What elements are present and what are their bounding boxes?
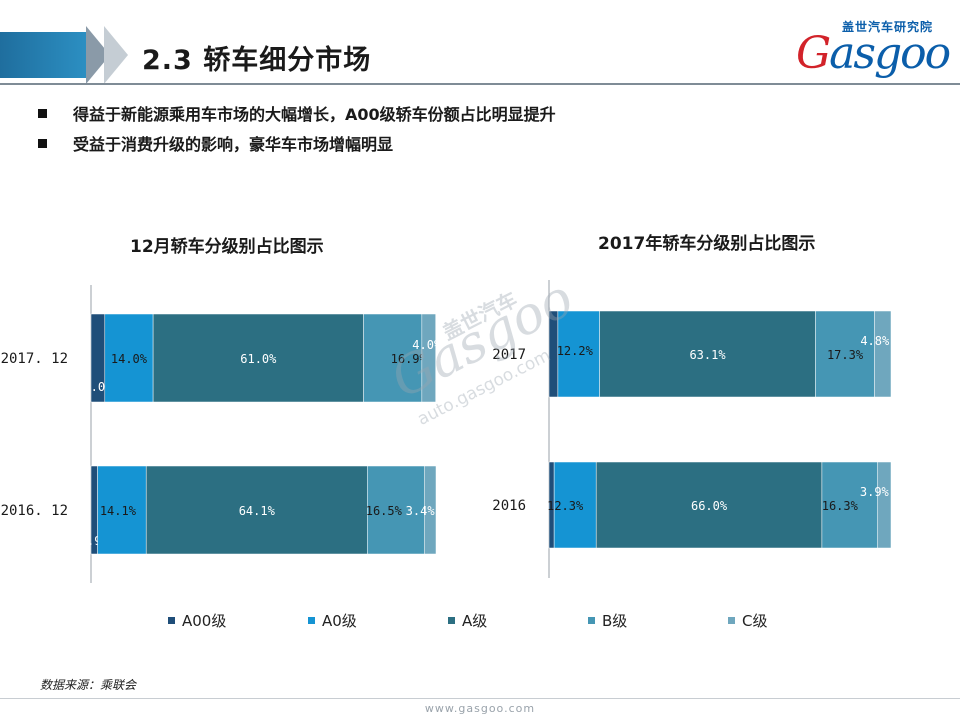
- data-label: 16.5%: [366, 504, 403, 518]
- legend-item: B级: [588, 610, 728, 631]
- footer-divider: [0, 698, 960, 699]
- bar-segment: [104, 313, 154, 403]
- bullet-list: 得益于新能源乘用车市场的大幅增长，A00级轿车份额占比明显提升 受益于消费升级的…: [38, 98, 556, 158]
- data-label: 14.0%: [111, 352, 148, 366]
- header-divider: [0, 83, 960, 85]
- bar-segment: [815, 310, 875, 398]
- logo-wordmark: Gasgoo: [796, 28, 951, 79]
- legend-swatch: [308, 617, 315, 624]
- category-label: 2016: [492, 498, 526, 514]
- bar-segment: [367, 465, 425, 555]
- footer-url: www.gasgoo.com: [424, 702, 536, 715]
- chart-title-monthly: 12月轿车分级别占比图示: [130, 237, 324, 257]
- legend-item: A级: [448, 610, 588, 631]
- data-label: 12.2%: [557, 344, 594, 358]
- bar-segment: [553, 461, 597, 549]
- data-label: 16.3%: [822, 499, 859, 513]
- bar-segment: [152, 313, 364, 403]
- data-label: 63.1%: [689, 348, 726, 362]
- data-label: 64.1%: [239, 504, 276, 518]
- page-title: 2.3 轿车细分市场: [142, 45, 372, 76]
- bullet-text: 得益于新能源乘用车市场的大幅增长，A00级轿车份额占比明显提升: [73, 105, 556, 124]
- bar-segment: [421, 313, 436, 403]
- bar-segment: [97, 465, 147, 555]
- data-label: 17.3%: [827, 348, 864, 362]
- data-label: 16.9%: [391, 352, 428, 366]
- logo-chinese-text: 盖世汽车研究院: [842, 20, 934, 34]
- square-bullet-icon: [38, 138, 47, 148]
- data-label: 12.3%: [547, 499, 584, 513]
- bullet-text: 受益于消费升级的影响，豪华车市场增幅明显: [73, 135, 394, 154]
- bar-segment: [821, 461, 878, 549]
- title-chevron: [104, 26, 128, 84]
- data-label: 4.8%: [860, 334, 890, 348]
- data-label: 3.4%: [406, 504, 436, 518]
- bar-segment: [595, 461, 823, 549]
- bar-segment: [874, 310, 892, 398]
- bar-segment: [424, 465, 437, 555]
- chart-title-yearly: 2017年轿车分级别占比图示: [598, 234, 816, 254]
- legend-swatch: [168, 617, 175, 624]
- category-label: 2017. 12: [1, 351, 68, 367]
- bullet-item: 得益于新能源乘用车市场的大幅增长，A00级轿车份额占比明显提升: [38, 98, 556, 128]
- bar-segment: [877, 461, 892, 549]
- bar-segment: [557, 310, 600, 398]
- bar-segment: [145, 465, 368, 555]
- legend-item: C级: [728, 610, 868, 631]
- data-label: 66.0%: [691, 499, 728, 513]
- data-label: 4.0%: [412, 338, 442, 352]
- legend-swatch: [588, 617, 595, 624]
- data-label: 3.9%: [860, 485, 890, 499]
- data-label: 14.1%: [100, 504, 137, 518]
- legend-item: A00级: [168, 610, 308, 631]
- legend-swatch: [728, 617, 735, 624]
- square-bullet-icon: [38, 108, 47, 118]
- category-label: 2017: [492, 347, 526, 363]
- chart-legend: A00级 A0级 A级 B级 C级: [168, 610, 868, 631]
- legend-item: A0级: [308, 610, 448, 631]
- legend-swatch: [448, 617, 455, 624]
- category-label: 2016. 12: [1, 503, 68, 519]
- bar-segment: [363, 313, 423, 403]
- title-band: [0, 32, 86, 78]
- data-label: 61.0%: [240, 352, 277, 366]
- gasgoo-logo: 盖世汽车研究院 Gasgoo: [790, 16, 951, 84]
- bullet-item: 受益于消费升级的影响，豪华车市场增幅明显: [38, 128, 556, 158]
- bar-segment: [599, 310, 816, 398]
- data-source-note: 数据来源：乘联会: [40, 678, 137, 692]
